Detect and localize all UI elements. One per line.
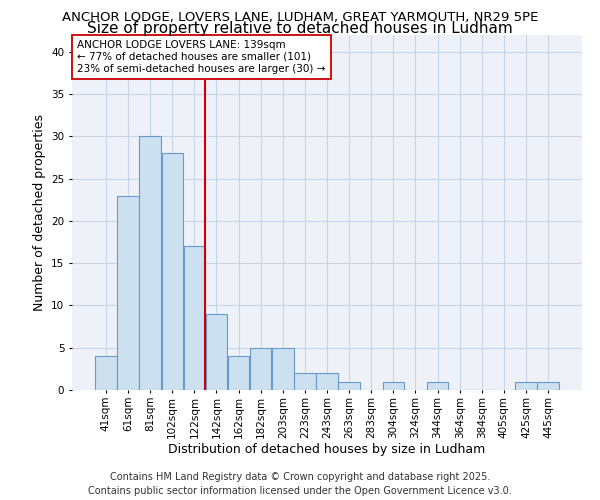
- Bar: [427, 382, 448, 390]
- Bar: [250, 348, 271, 390]
- Bar: [161, 154, 183, 390]
- Bar: [228, 356, 249, 390]
- Bar: [338, 382, 360, 390]
- Text: Contains HM Land Registry data © Crown copyright and database right 2025.
Contai: Contains HM Land Registry data © Crown c…: [88, 472, 512, 496]
- Bar: [206, 314, 227, 390]
- Bar: [272, 348, 293, 390]
- Text: ANCHOR LODGE LOVERS LANE: 139sqm
← 77% of detached houses are smaller (101)
23% : ANCHOR LODGE LOVERS LANE: 139sqm ← 77% o…: [77, 40, 325, 74]
- Y-axis label: Number of detached properties: Number of detached properties: [32, 114, 46, 311]
- Bar: [117, 196, 139, 390]
- Text: Size of property relative to detached houses in Ludham: Size of property relative to detached ho…: [87, 22, 513, 36]
- Text: ANCHOR LODGE, LOVERS LANE, LUDHAM, GREAT YARMOUTH, NR29 5PE: ANCHOR LODGE, LOVERS LANE, LUDHAM, GREAT…: [62, 11, 538, 24]
- Bar: [184, 246, 205, 390]
- Bar: [515, 382, 537, 390]
- Bar: [383, 382, 404, 390]
- Bar: [316, 373, 338, 390]
- Bar: [139, 136, 161, 390]
- X-axis label: Distribution of detached houses by size in Ludham: Distribution of detached houses by size …: [169, 443, 485, 456]
- Bar: [538, 382, 559, 390]
- Bar: [294, 373, 316, 390]
- Bar: [95, 356, 116, 390]
